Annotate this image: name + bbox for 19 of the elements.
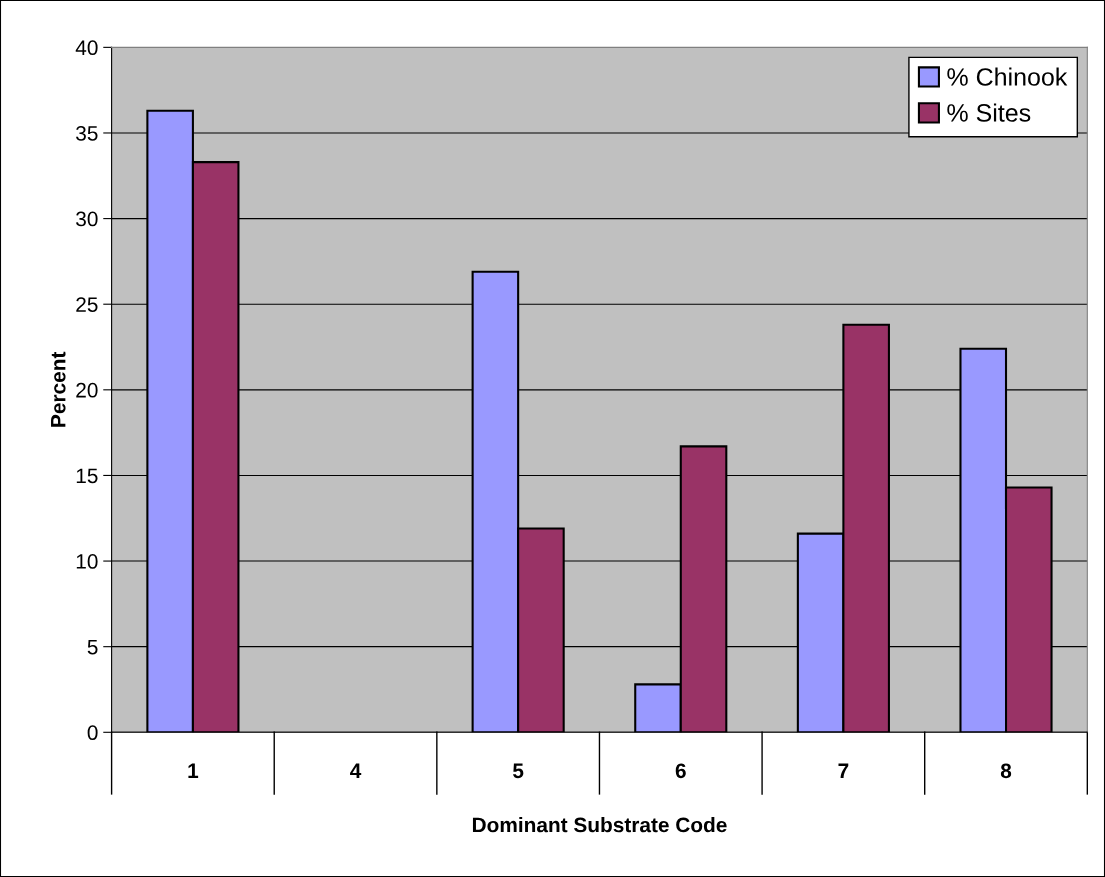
x-tick-label: 6 xyxy=(675,763,686,779)
y-tick-label: 0 xyxy=(87,725,98,741)
legend-label: % Chinook xyxy=(947,67,1068,86)
y-tick-label: 25 xyxy=(76,297,98,312)
x-tick-label: 1 xyxy=(188,763,199,778)
x-tick-label: 7 xyxy=(838,763,849,778)
x-tick-label: 4 xyxy=(350,763,362,778)
y-tick-label: 10 xyxy=(76,554,98,569)
y-tick-label: 5 xyxy=(87,639,98,655)
legend-label: % Sites xyxy=(947,103,1031,122)
y-tick-label: 40 xyxy=(75,40,98,56)
y-tick-label: 35 xyxy=(76,125,98,141)
x-tick-label: 5 xyxy=(513,763,524,779)
y-tick-label: 20 xyxy=(76,382,98,398)
y-tick-label: 30 xyxy=(76,211,98,227)
x-axis-title: Dominant Substrate Code xyxy=(472,816,727,833)
x-tick-label: 8 xyxy=(1000,763,1012,779)
y-axis-title: Percent xyxy=(51,351,66,427)
y-tick-label: 15 xyxy=(76,468,98,484)
